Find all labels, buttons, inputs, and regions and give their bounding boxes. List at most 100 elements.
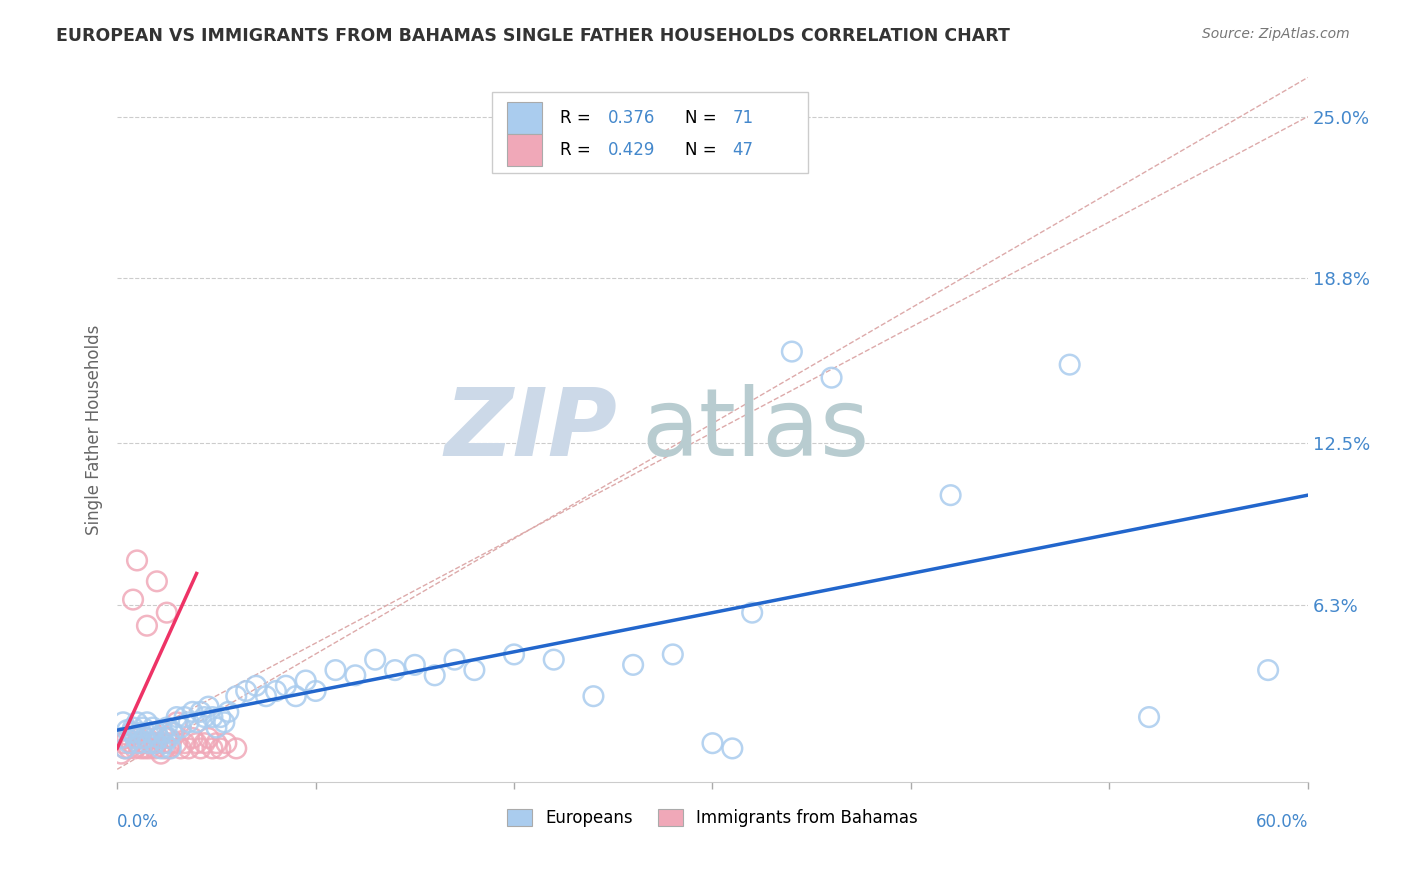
Point	[503, 648, 526, 662]
Point	[193, 736, 215, 750]
Point	[177, 715, 200, 730]
Point	[177, 741, 200, 756]
Text: N =: N =	[685, 109, 723, 127]
Point	[120, 725, 142, 739]
Point	[166, 710, 188, 724]
Point	[423, 668, 446, 682]
Point	[662, 648, 685, 662]
Point	[114, 741, 136, 756]
Point	[124, 731, 146, 745]
Point	[156, 731, 179, 745]
Point	[1059, 358, 1081, 372]
Point	[170, 721, 193, 735]
Point	[148, 731, 170, 745]
Point	[159, 736, 181, 750]
Point	[284, 689, 307, 703]
Point	[162, 725, 184, 739]
Text: atlas: atlas	[641, 384, 869, 476]
Point	[112, 715, 135, 730]
Point	[254, 689, 277, 703]
Text: 0.376: 0.376	[607, 109, 655, 127]
Point	[136, 715, 159, 730]
Point	[186, 715, 208, 730]
Point	[325, 663, 347, 677]
Point	[215, 736, 238, 750]
Point	[153, 736, 176, 750]
Point	[201, 741, 224, 756]
Point	[149, 747, 172, 761]
Point	[463, 663, 485, 677]
Bar	[506, 102, 543, 134]
Point	[190, 741, 212, 756]
Point	[193, 710, 215, 724]
Point	[225, 689, 247, 703]
Point	[201, 710, 224, 724]
Text: Source: ZipAtlas.com: Source: ZipAtlas.com	[1202, 27, 1350, 41]
Point	[721, 741, 744, 756]
Point	[110, 747, 132, 761]
Point	[115, 723, 138, 738]
Point	[621, 657, 644, 672]
Point	[115, 731, 138, 745]
Point	[702, 736, 724, 750]
Point	[217, 705, 239, 719]
Point	[304, 684, 326, 698]
Legend: Europeans, Immigrants from Bahamas: Europeans, Immigrants from Bahamas	[501, 803, 925, 834]
Point	[741, 606, 763, 620]
Text: 60.0%: 60.0%	[1256, 813, 1308, 831]
Point	[344, 668, 367, 682]
Point	[1257, 663, 1279, 677]
Point	[122, 592, 145, 607]
Point	[173, 710, 195, 724]
Point	[245, 679, 267, 693]
Point	[136, 618, 159, 632]
Point	[134, 741, 156, 756]
Point	[190, 705, 212, 719]
Point	[143, 736, 166, 750]
Point	[114, 741, 136, 756]
Point	[120, 736, 142, 750]
Point	[146, 574, 169, 589]
Point	[129, 725, 152, 739]
Point	[125, 736, 148, 750]
Point	[235, 684, 257, 698]
Point	[110, 731, 132, 745]
Text: N =: N =	[685, 141, 723, 159]
Point	[166, 736, 188, 750]
Point	[124, 741, 146, 756]
Point	[939, 488, 962, 502]
Point	[136, 731, 159, 745]
Point	[780, 344, 803, 359]
Point	[205, 736, 228, 750]
Point	[157, 731, 180, 745]
Point	[543, 653, 565, 667]
Point	[139, 736, 162, 750]
Point	[112, 736, 135, 750]
Point	[148, 731, 170, 745]
Point	[186, 736, 208, 750]
Point	[197, 699, 219, 714]
Point	[138, 741, 160, 756]
Text: R =: R =	[560, 109, 596, 127]
Point	[820, 370, 842, 384]
Point	[173, 736, 195, 750]
Point	[170, 741, 193, 756]
Point	[153, 741, 176, 756]
Point	[205, 721, 228, 735]
Point	[264, 684, 287, 698]
Point	[146, 736, 169, 750]
Point	[274, 679, 297, 693]
Point	[294, 673, 316, 688]
Point	[152, 736, 174, 750]
Point	[149, 741, 172, 756]
Point	[404, 657, 426, 672]
Point	[582, 689, 605, 703]
Point	[225, 741, 247, 756]
Point	[209, 710, 232, 724]
Point	[157, 741, 180, 756]
Point	[152, 725, 174, 739]
Point	[197, 731, 219, 745]
Point	[122, 721, 145, 735]
Point	[139, 725, 162, 739]
Point	[159, 741, 181, 756]
